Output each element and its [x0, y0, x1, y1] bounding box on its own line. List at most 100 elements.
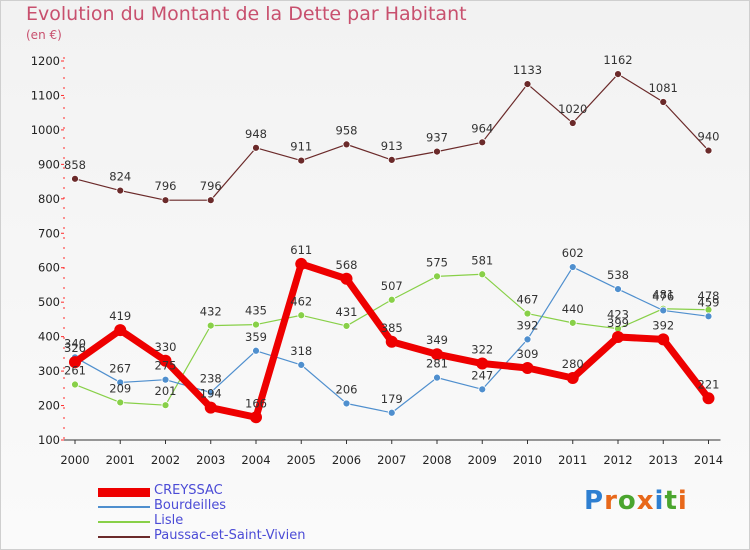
data-point [568, 318, 577, 327]
data-point [704, 146, 713, 155]
data-point [478, 138, 487, 147]
x-tick-label: 2010 [513, 453, 542, 467]
line-chart: 100 200 300 400 500 600 700 800 900 1000 1100 1200 2… [31, 53, 723, 467]
proxiti-logo: Proxiti [584, 486, 688, 516]
data-point [614, 285, 622, 293]
data-label: 435 [245, 304, 267, 318]
x-tick-label: 2005 [287, 453, 316, 467]
legend-swatch [98, 487, 150, 497]
data-label: 330 [155, 340, 177, 354]
x-tick-label: 2003 [196, 453, 225, 467]
x-tick-label: 2007 [377, 453, 406, 467]
data-point [478, 270, 487, 279]
data-point [69, 356, 81, 369]
data-point [523, 80, 532, 88]
data-label: 476 [652, 289, 674, 303]
data-point [433, 272, 441, 281]
data-point [71, 174, 79, 183]
data-point [116, 378, 125, 387]
data-point [161, 401, 170, 410]
data-point [252, 346, 260, 355]
data-point [433, 147, 441, 156]
data-label: 281 [426, 357, 448, 371]
data-label: 958 [336, 123, 358, 137]
data-point [478, 385, 487, 394]
data-label: 194 [200, 387, 222, 401]
y-tick-label: 1200 [31, 54, 60, 68]
data-point [431, 348, 443, 361]
data-point [161, 196, 170, 205]
y-tick-label: 300 [38, 364, 60, 378]
data-label: 261 [64, 364, 86, 378]
logo-letter: P [584, 486, 605, 516]
data-point [297, 360, 306, 369]
data-label: 940 [698, 130, 720, 144]
data-point [206, 388, 215, 397]
data-point [297, 311, 306, 320]
x-tick-label: 2004 [241, 453, 270, 467]
data-label: 326 [64, 341, 86, 355]
series-paussac-et-saint-vivien [71, 70, 713, 205]
data-point [521, 361, 534, 374]
data-label: 423 [607, 308, 629, 322]
data-point [342, 322, 351, 330]
data-point [614, 70, 622, 78]
data-label: 602 [562, 246, 584, 260]
data-point [342, 140, 351, 149]
data-label: 796 [200, 179, 222, 193]
logo-letter: x [636, 486, 655, 516]
data-label: 948 [245, 127, 267, 141]
data-point [385, 335, 398, 348]
legend-swatch [98, 536, 150, 538]
x-tick-label: 2014 [694, 453, 723, 467]
x-tick-label: 2000 [60, 453, 89, 467]
data-point [702, 392, 715, 405]
data-label: 385 [381, 321, 403, 335]
logo-letter: i [677, 486, 688, 516]
chart-title: Evolution du Montant de la Dette par Hab… [26, 3, 467, 25]
data-label: 478 [698, 289, 720, 303]
data-label: 201 [155, 384, 177, 398]
series-bourdeilles [71, 263, 713, 417]
legend-label: CREYSSAC [154, 483, 223, 498]
data-point [612, 330, 624, 343]
data-point [566, 371, 579, 384]
data-point [568, 119, 577, 127]
data-label: 280 [562, 357, 584, 371]
logo-letter: i [654, 486, 665, 516]
y-tick-label: 400 [38, 330, 60, 344]
data-point [523, 335, 532, 344]
data-point [116, 398, 125, 407]
data-point [387, 295, 396, 304]
y-tick-label: 200 [38, 399, 60, 413]
data-point [206, 321, 215, 330]
data-point [659, 98, 668, 106]
x-tick-label: 2008 [422, 453, 451, 467]
data-label: 581 [471, 253, 493, 267]
y-tick-label: 1000 [31, 123, 60, 137]
data-point [340, 272, 353, 285]
data-point [297, 156, 306, 165]
logo-letter: r [604, 486, 618, 516]
data-point [476, 357, 489, 370]
y-tick-label: 800 [38, 192, 60, 206]
data-label: 467 [517, 293, 539, 307]
x-tick-label: 2009 [468, 453, 497, 467]
y-tick-label: 500 [38, 295, 60, 309]
data-label: 432 [200, 305, 222, 319]
data-label: 179 [381, 392, 403, 406]
data-point [295, 257, 308, 270]
legend-label: Lisle [154, 513, 184, 528]
x-tick-label: 2002 [151, 453, 180, 467]
data-label: 392 [652, 318, 674, 332]
data-point [206, 196, 215, 205]
x-tick-label: 2011 [558, 453, 587, 467]
data-label: 318 [290, 344, 312, 358]
data-label: 1081 [649, 81, 678, 95]
data-label: 911 [290, 140, 312, 154]
data-point [387, 155, 396, 164]
data-label: 267 [109, 361, 131, 375]
data-label: 568 [336, 258, 358, 272]
legend-swatch [98, 506, 150, 508]
data-point [659, 306, 668, 315]
